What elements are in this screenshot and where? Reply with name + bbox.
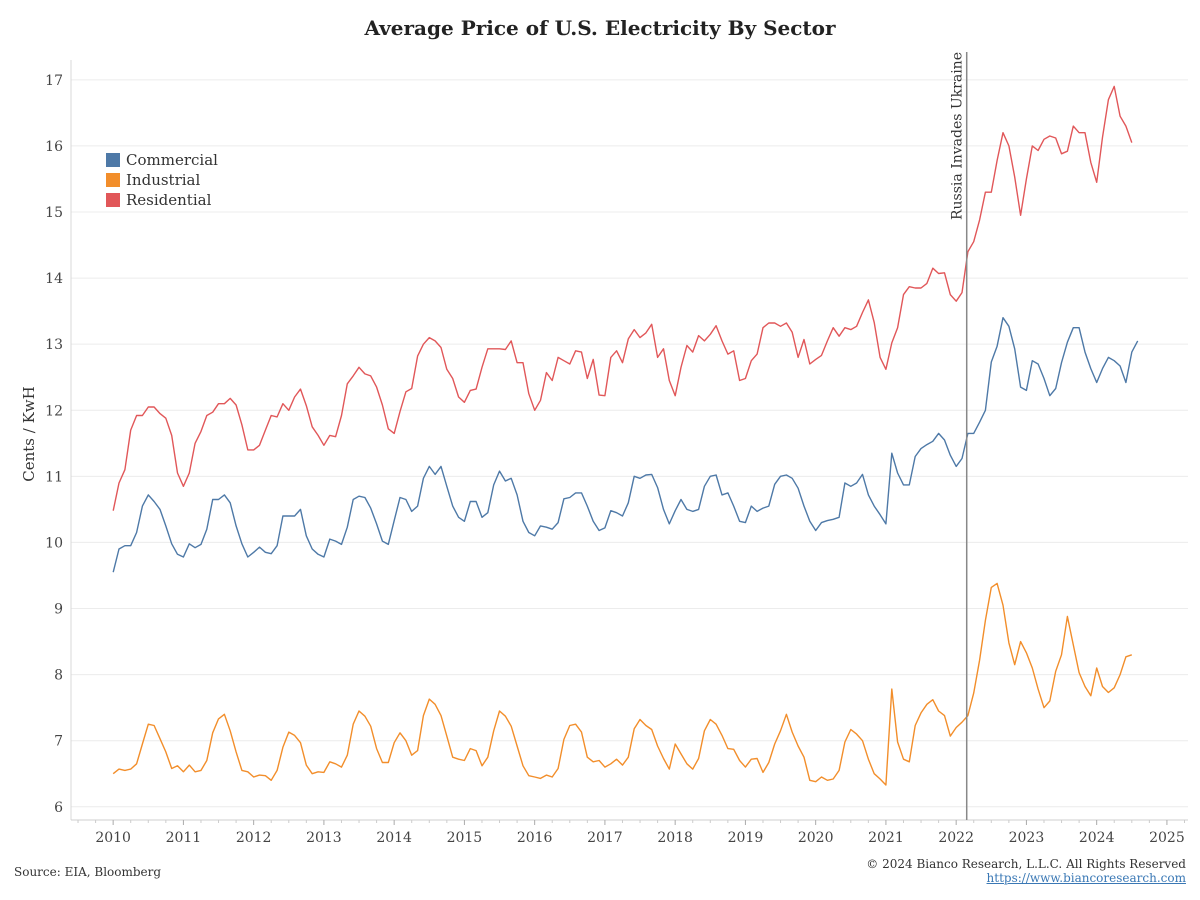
x-tick-label: 2015 — [447, 830, 483, 846]
legend-item-commercial[interactable]: Commercial — [106, 150, 218, 170]
y-tick-label: 15 — [45, 205, 63, 221]
x-tick-label: 2021 — [868, 830, 904, 846]
x-tick-label: 2013 — [306, 830, 342, 846]
y-tick-label: 16 — [45, 139, 63, 155]
y-tick-label: 11 — [45, 469, 63, 485]
legend-swatch-residential — [106, 193, 120, 207]
series-line-industrial — [112, 582, 1133, 786]
y-tick-label: 13 — [45, 337, 63, 353]
website-link[interactable]: https://www.biancoresearch.com — [986, 871, 1186, 885]
x-tick-label: 2023 — [1009, 830, 1045, 846]
x-tick-label: 2014 — [376, 830, 412, 846]
series-lines — [112, 85, 1139, 786]
legend: Commercial Industrial Residential — [106, 150, 218, 210]
copyright-text: © 2024 Bianco Research, L.L.C. All Right… — [866, 857, 1186, 871]
series-line-residential — [112, 85, 1133, 511]
y-tick-label: 14 — [45, 271, 63, 287]
x-tick-label: 2016 — [517, 830, 553, 846]
x-tick-label: 2010 — [95, 830, 131, 846]
legend-label-commercial: Commercial — [126, 151, 218, 169]
y-tick-label: 6 — [54, 800, 63, 816]
x-tick-label: 2017 — [587, 830, 623, 846]
annotation: Russia Invades Ukraine — [950, 52, 968, 820]
legend-label-industrial: Industrial — [126, 171, 201, 189]
y-tick-label: 12 — [45, 403, 63, 419]
legend-swatch-commercial — [106, 153, 120, 167]
y-tick-label: 7 — [54, 734, 63, 750]
x-tick-label: 2022 — [938, 830, 974, 846]
legend-swatch-industrial — [106, 173, 120, 187]
series-line-commercial — [112, 317, 1139, 573]
x-tick-label: 2018 — [657, 830, 693, 846]
y-tick-label: 17 — [45, 73, 63, 89]
y-tick-label: 9 — [54, 602, 63, 618]
chart-title: Average Price of U.S. Electricity By Sec… — [364, 16, 836, 40]
x-tick-label: 2011 — [166, 830, 202, 846]
y-tick-label: 10 — [45, 535, 63, 551]
x-tick-label: 2012 — [236, 830, 272, 846]
axes: 6 7 8 9 10 11 12 13 14 15 16 17 2010 2011 2012 2013 2014… — [45, 60, 1188, 846]
y-tick-label: 8 — [54, 668, 63, 684]
legend-item-industrial[interactable]: Industrial — [106, 170, 218, 190]
x-tick-label: 2025 — [1149, 830, 1185, 846]
gridlines — [71, 79, 1188, 808]
x-tick-label: 2020 — [798, 830, 834, 846]
x-tick-label: 2024 — [1079, 830, 1115, 846]
y-axis-label: Cents / KwH — [20, 386, 38, 481]
legend-item-residential[interactable]: Residential — [106, 190, 218, 210]
x-tick-label: 2019 — [728, 830, 764, 846]
annotation-label: Russia Invades Ukraine — [950, 52, 966, 220]
legend-label-residential: Residential — [126, 191, 212, 209]
source-note: Source: EIA, Bloomberg — [14, 865, 162, 879]
footer-credits: © 2024 Bianco Research, L.L.C. All Right… — [866, 857, 1186, 885]
